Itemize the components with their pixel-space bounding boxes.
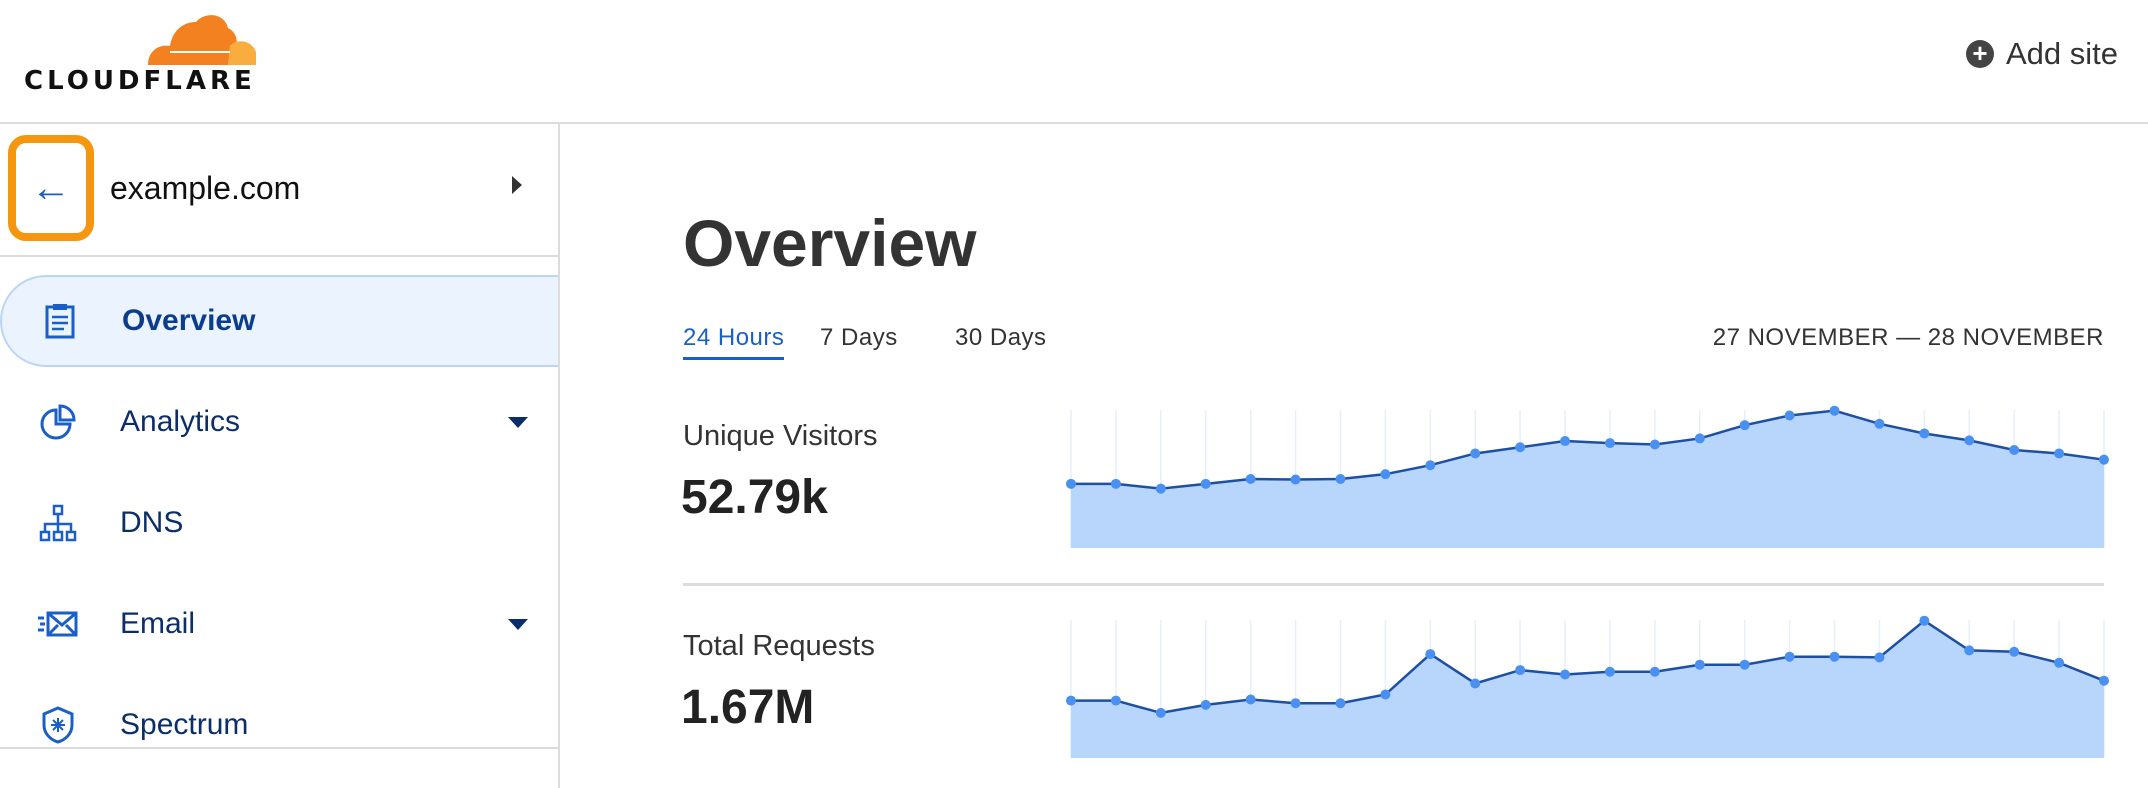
sidebar-item-overview[interactable]: Overview <box>0 275 558 367</box>
tab-30-days[interactable]: 30 Days <box>955 324 1047 351</box>
sidebar-item-label: Spectrum <box>120 708 249 741</box>
sidebar-item-analytics[interactable]: Analytics <box>0 376 558 468</box>
data-point <box>2099 454 2109 465</box>
unique-visitors-chart <box>1066 405 2109 548</box>
sidebar-item-dns[interactable]: DNS <box>0 477 558 569</box>
data-point <box>1425 460 1436 471</box>
data-point <box>1964 645 1975 656</box>
total-requests-chart <box>1066 615 2109 758</box>
data-point <box>1155 707 1166 718</box>
data-point <box>1604 438 1615 449</box>
tab-24-hours[interactable]: 24 Hours <box>683 324 785 360</box>
data-point <box>1739 420 1750 431</box>
tab-7-days[interactable]: 7 Days <box>820 324 898 351</box>
data-point <box>1874 418 1885 429</box>
data-point <box>1290 474 1301 485</box>
data-point <box>1560 436 1571 447</box>
data-point <box>1919 428 1930 439</box>
metric-value: 52.79k <box>681 471 828 524</box>
sidebar-item-label: Overview <box>122 304 256 337</box>
back-button[interactable]: ← <box>8 135 94 241</box>
data-point <box>1829 651 1840 662</box>
data-point <box>1470 678 1481 689</box>
data-point <box>1245 474 1256 484</box>
data-point <box>1380 689 1391 700</box>
data-point <box>1110 695 1121 706</box>
sidebar-item-email[interactable]: Email <box>0 578 558 670</box>
data-point <box>1560 669 1571 680</box>
series-line <box>1071 409 2105 490</box>
data-point <box>1245 694 1256 705</box>
data-point <box>1694 433 1705 444</box>
metric-label: Total Requests <box>683 630 875 662</box>
network-icon <box>39 504 77 542</box>
data-point <box>1649 439 1660 450</box>
sidebar-item-label: DNS <box>120 506 184 539</box>
arrow-left-icon: ← <box>31 165 71 210</box>
sidebar-item-spectrum[interactable]: Spectrum <box>0 679 558 771</box>
plus-circle-icon: + <box>1965 40 1994 68</box>
sidebar-item-label: Analytics <box>120 405 241 438</box>
data-point <box>1649 666 1660 677</box>
date-range: 27 NOVEMBER — 28 NOVEMBER <box>1712 324 2104 351</box>
top-header: CLOUDFLARE + Add site <box>0 0 2148 124</box>
data-point <box>1919 615 1930 626</box>
chevron-down-icon[interactable] <box>508 618 528 630</box>
series-line <box>1071 619 2105 715</box>
data-point <box>1694 659 1705 670</box>
data-point <box>2009 646 2020 657</box>
data-point <box>1515 442 1526 453</box>
data-point <box>1515 665 1526 676</box>
data-point <box>1290 698 1301 709</box>
cloudflare-logo-text: CLOUDFLARE <box>24 66 256 96</box>
add-site-button[interactable]: + Add site <box>1965 36 2118 72</box>
data-point <box>2054 448 2065 459</box>
chevron-down-icon[interactable] <box>508 416 528 428</box>
sidebar-item-label: Email <box>120 607 196 640</box>
data-point <box>1380 469 1391 480</box>
data-point <box>1335 474 1346 484</box>
envelope-icon <box>38 611 78 637</box>
data-point <box>1739 659 1750 670</box>
page-title: Overview <box>683 206 977 280</box>
data-point <box>1829 405 1840 416</box>
data-point <box>2054 657 2065 668</box>
metric-value: 1.67M <box>681 681 815 734</box>
divider <box>0 747 558 749</box>
data-point <box>1066 695 1076 706</box>
shield-icon <box>42 706 74 744</box>
data-point <box>1110 478 1121 489</box>
caret-right-icon[interactable] <box>512 176 522 194</box>
sidebar: ← example.com Overview Analytics DNS Ema… <box>0 124 560 788</box>
area-fill <box>1071 620 2104 758</box>
data-point <box>1784 651 1795 662</box>
data-point <box>1155 483 1166 494</box>
data-point <box>1066 478 1076 489</box>
add-site-label: Add site <box>2005 36 2118 71</box>
data-point <box>1784 410 1795 421</box>
data-point <box>1604 666 1615 677</box>
domain-name[interactable]: example.com <box>110 170 301 206</box>
data-point <box>1964 435 1975 446</box>
data-point <box>1335 698 1346 709</box>
divider <box>683 583 2104 586</box>
data-point <box>1200 478 1211 489</box>
clipboard-icon <box>45 304 75 339</box>
metric-label: Unique Visitors <box>683 420 878 452</box>
divider <box>0 255 558 257</box>
data-point <box>2009 445 2020 456</box>
data-point <box>1425 649 1436 660</box>
data-point <box>1200 699 1211 710</box>
area-fill <box>1071 410 2104 548</box>
pie-chart-icon <box>40 404 76 440</box>
data-point <box>1470 448 1481 459</box>
data-point <box>1874 652 1885 663</box>
cloudflare-logo-icon <box>148 15 256 65</box>
data-point <box>2099 675 2109 686</box>
